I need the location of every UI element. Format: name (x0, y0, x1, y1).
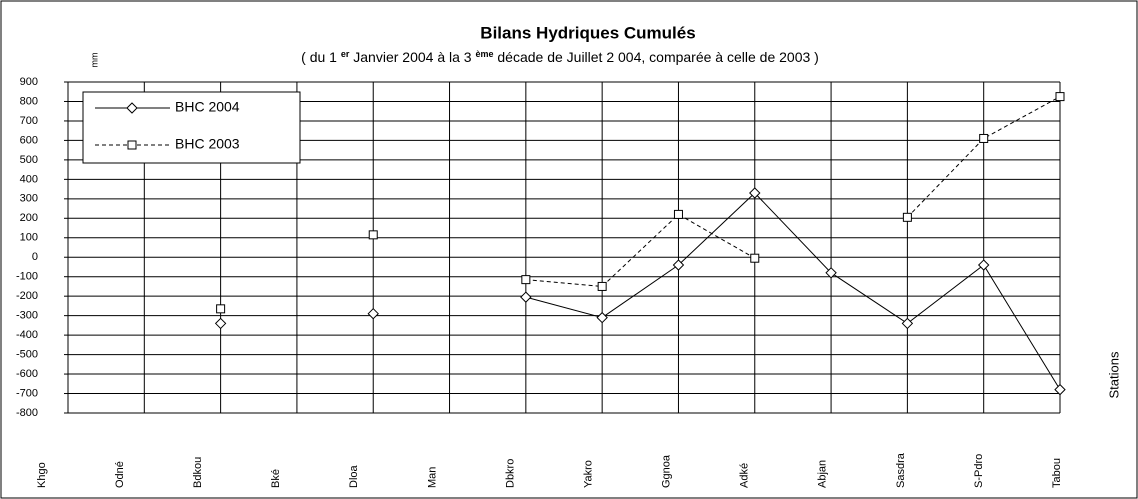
marker-diamond (977, 259, 990, 271)
marker-diamond (1054, 383, 1066, 396)
y-tick-label: 300 (20, 193, 38, 205)
marker-square (521, 275, 531, 285)
y-tick-label: 700 (20, 115, 38, 127)
marker-diamond (749, 187, 761, 199)
y-tick-label: -500 (16, 348, 38, 360)
x-tick-label: Adké (739, 463, 751, 488)
y-axis-label: mm (89, 53, 99, 68)
x-tick-label: Odné (114, 461, 126, 488)
marker-square (979, 133, 989, 143)
marker-square (368, 230, 378, 240)
y-tick-label: 0 (32, 251, 38, 263)
y-tick-label: 200 (20, 212, 38, 224)
subtitle-text: décade de Juillet 2 004, comparée à cell… (493, 49, 818, 65)
marker-square (673, 209, 683, 219)
series-line (525, 96, 1061, 287)
x-tick-label: Bké (270, 469, 282, 488)
marker-square (750, 253, 760, 263)
chart-subtitle: ( du 1 er Janvier 2004 à la 3 ème décade… (301, 49, 819, 65)
y-tick-label: -600 (16, 368, 38, 380)
x-tick-label: Yakro (582, 460, 594, 488)
x-axis-label: Stations (1106, 351, 1121, 398)
series-line (525, 192, 1061, 390)
y-tick-label: -700 (16, 387, 38, 399)
x-tick-label: S-Pdro (973, 454, 985, 488)
subtitle-superscript: er (341, 49, 350, 59)
y-tick-label: 800 (20, 95, 38, 107)
marker-square (216, 304, 226, 314)
x-tick-label: Bdkou (192, 457, 204, 488)
marker-square (597, 281, 607, 291)
x-tick-label: Dloa (348, 464, 360, 488)
x-tick-label: Abjan (817, 460, 829, 488)
marker-diamond (367, 307, 379, 320)
y-tick-label: 100 (20, 232, 38, 244)
y-tick-label: -400 (16, 329, 38, 341)
y-tick-label: -300 (16, 310, 38, 322)
marker-square (902, 212, 912, 222)
legend-label: BHC 2004 (175, 99, 240, 115)
subtitle-superscript: ème (475, 49, 493, 59)
marker-diamond (901, 317, 914, 330)
y-tick-label: -200 (16, 290, 38, 302)
x-tick-label: Khgo (36, 462, 48, 488)
marker-square (1055, 92, 1065, 102)
legend-box (82, 91, 301, 164)
y-tick-label: 900 (20, 76, 38, 88)
x-tick-label: Man (426, 467, 438, 488)
y-tick-label: 400 (20, 173, 38, 185)
marker-diamond (214, 317, 227, 330)
marker-square (127, 140, 137, 150)
marker-diamond (520, 291, 532, 303)
y-tick-label: 500 (20, 154, 38, 166)
legend-label: BHC 2003 (175, 136, 240, 152)
x-tick-label: Tabou (1051, 458, 1063, 488)
y-tick-label: -100 (16, 271, 38, 283)
marker-diamond (825, 267, 837, 279)
x-tick-label: Ggnoa (661, 454, 673, 488)
chart-title: Bilans Hydriques Cumulés (480, 23, 695, 42)
marker-diamond (596, 311, 608, 324)
marker-diamond (672, 259, 685, 271)
x-tick-label: Dbkro (504, 459, 516, 488)
marker-diamond (126, 102, 138, 114)
subtitle-text: ( du 1 (301, 49, 341, 65)
y-tick-label: 600 (20, 134, 38, 146)
subtitle-text: Janvier 2004 à la 3 (349, 49, 475, 65)
x-tick-label: Sasdra (895, 452, 907, 488)
y-tick-label: -800 (16, 407, 38, 419)
